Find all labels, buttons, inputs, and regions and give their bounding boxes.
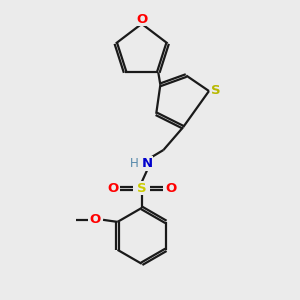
Text: O: O <box>89 213 100 226</box>
Text: S: S <box>211 83 220 97</box>
Text: S: S <box>137 182 146 195</box>
Text: O: O <box>165 182 176 195</box>
Text: O: O <box>107 182 118 195</box>
Text: H: H <box>130 157 139 170</box>
Text: O: O <box>136 13 147 26</box>
Text: N: N <box>141 157 152 170</box>
